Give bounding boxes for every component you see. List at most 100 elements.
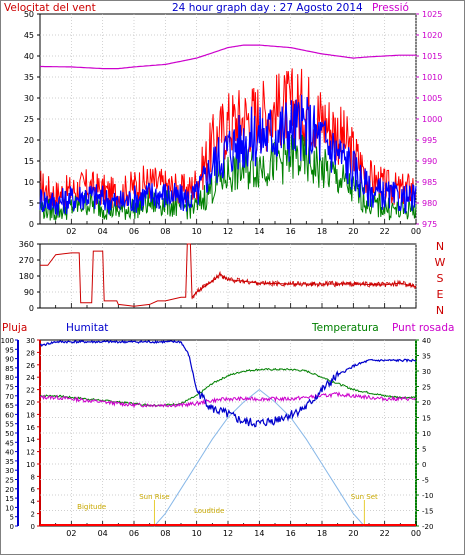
temperature-tick-label: 20 (422, 399, 431, 407)
x-tick-label: 08 (160, 227, 170, 236)
wind-series-gust (39, 68, 417, 211)
legend-temperature: Temperatura (311, 322, 379, 334)
chart-title: 24 hour graph day : 27 Agosto 2014 (172, 2, 363, 14)
humidity-tick-label: 65 (5, 402, 14, 410)
series-Temperatura (39, 367, 417, 407)
rain-tick-label: 20 (26, 399, 35, 407)
rain-tick-label: 30 (26, 337, 35, 345)
humidity-temperature-panel: 0510152025303540455055606570758085909510… (1, 337, 434, 538)
x-tick-label: 04 (98, 227, 108, 236)
wind-tick-label: 0 (29, 220, 34, 229)
x-tick-label: 22 (380, 529, 390, 538)
wind-tick-label: 20 (24, 136, 34, 145)
x-tick-label: 06 (129, 529, 139, 538)
x-tick-label: 22 (380, 227, 390, 236)
sunrise-label: Sun Rise (139, 493, 169, 501)
pressure-tick-label: 975 (422, 220, 437, 229)
humidity-tick-label: 5 (10, 514, 14, 522)
wind-tick-label: 15 (24, 157, 34, 166)
temperature-tick-label: -10 (422, 492, 433, 500)
humidity-tick-label: 30 (5, 467, 14, 475)
humidity-tick-label: 50 (5, 430, 14, 438)
x-tick-label: 12 (223, 227, 233, 236)
wind-series-speed (39, 132, 417, 222)
temperature-tick-label: 25 (422, 384, 431, 392)
pressure-tick-label: 995 (422, 136, 437, 145)
pressure-tick-label: 985 (422, 178, 437, 187)
temperature-tick-label: -5 (422, 477, 429, 485)
pressure-tick-label: 1005 (422, 94, 442, 103)
rain-tick-label: 14 (26, 436, 35, 444)
pressure-tick-label: 1020 (422, 31, 442, 40)
pressure-tick-label: 1010 (422, 73, 442, 82)
pressure-tick-label: 990 (422, 157, 437, 166)
x-tick-label: 20 (348, 227, 358, 236)
rain-tick-label: 8 (31, 473, 35, 481)
humidity-tick-label: 0 (10, 523, 14, 531)
rain-tick-label: 18 (26, 411, 35, 419)
direction-tick-label: 0 (29, 304, 34, 313)
compass-label: E (437, 288, 444, 301)
humidity-tick-label: 35 (5, 458, 14, 466)
pressure-tick-label: 980 (422, 199, 437, 208)
temperature-tick-label: 15 (422, 415, 431, 423)
x-tick-label: 04 (98, 529, 108, 538)
solar-curve (154, 388, 365, 527)
compass-label: N (436, 304, 444, 317)
rain-tick-label: 24 (26, 374, 35, 382)
humidity-tick-label: 60 (5, 411, 14, 419)
wind-tick-label: 10 (24, 178, 34, 187)
temperature-tick-label: 10 (422, 430, 431, 438)
rain-tick-label: 2 (31, 511, 35, 519)
temperature-tick-label: 5 (422, 446, 426, 454)
x-tick-label: 12 (223, 529, 233, 538)
humidity-tick-label: 15 (5, 495, 14, 503)
wind-tick-label: 30 (24, 94, 34, 103)
legend-rain: Pluja (2, 322, 27, 334)
wind-tick-label: 45 (24, 31, 34, 40)
compass-label: W (435, 256, 446, 269)
temperature-tick-label: 35 (422, 353, 431, 361)
compass-label: S (437, 272, 444, 285)
x-tick-label: 18 (317, 529, 327, 538)
legend-dewpoint: Punt rosada (392, 322, 454, 334)
rain-tick-label: 12 (26, 449, 35, 457)
annotation-label: Loudtide (194, 507, 224, 515)
legend-humidity: Humitat (66, 322, 108, 334)
humidity-tick-label: 10 (5, 504, 14, 512)
direction-tick-label: 180 (19, 272, 34, 281)
x-tick-label: 14 (254, 529, 264, 538)
x-tick-label: 06 (129, 227, 139, 236)
humidity-tick-label: 70 (5, 393, 14, 401)
humidity-tick-label: 75 (5, 384, 14, 392)
pressure-axis-title: Pressió (372, 2, 409, 14)
temperature-tick-label: 0 (422, 461, 426, 469)
rain-tick-label: 26 (26, 362, 35, 370)
rain-tick-label: 0 (31, 523, 35, 531)
x-tick-label: 02 (66, 529, 76, 538)
rain-tick-label: 16 (26, 424, 35, 432)
wind-axis-title: Velocitat del vent (4, 2, 96, 14)
x-tick-label: 08 (160, 529, 170, 538)
direction-tick-label: 90 (24, 288, 34, 297)
x-tick-label: 14 (254, 227, 264, 236)
rain-tick-label: 22 (26, 387, 35, 395)
rain-tick-label: 10 (26, 461, 35, 469)
x-tick-label: 10 (192, 227, 202, 236)
humidity-tick-label: 20 (5, 486, 14, 494)
series-humidity (39, 339, 417, 428)
direction-tick-label: 360 (19, 240, 34, 249)
x-tick-label: 16 (286, 227, 296, 236)
pressure-series (40, 44, 416, 70)
compass-label: N (436, 240, 444, 253)
pressure-tick-label: 1025 (422, 10, 442, 19)
wind-tick-label: 5 (29, 199, 34, 208)
series-Punt rosada (39, 391, 416, 409)
x-tick-label: 10 (192, 529, 202, 538)
annotation-label: Bigitude (77, 503, 106, 511)
temperature-tick-label: 40 (422, 337, 431, 345)
humidity-tick-label: 90 (5, 356, 14, 364)
humidity-tick-label: 85 (5, 365, 14, 373)
